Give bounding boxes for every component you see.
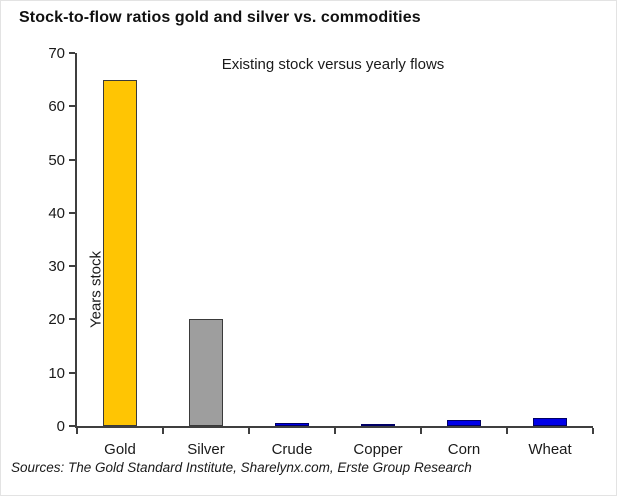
x-axis-tick	[420, 428, 422, 434]
x-category-label: Wheat	[528, 441, 572, 458]
y-axis-tick	[69, 105, 75, 108]
y-axis-tick	[69, 371, 75, 374]
x-axis-tick	[592, 428, 594, 434]
plot-area: Years stock 0 10 20 30 40 50 60 70 Gold Silver Cru…	[48, 46, 594, 458]
y-tick-label: 30	[48, 258, 65, 276]
y-tick-label: 20	[48, 311, 65, 329]
source-note: Sources: The Gold Standard Institute, Sh…	[11, 460, 472, 475]
bar-gold	[103, 80, 137, 426]
y-axis-tick	[69, 265, 75, 268]
bar-copper	[361, 424, 395, 426]
x-axis-tick	[248, 428, 250, 434]
x-axis-tick	[334, 428, 336, 434]
x-axis-tick	[506, 428, 508, 434]
y-tick-label: 70	[48, 45, 65, 62]
y-axis-tick	[69, 425, 75, 427]
bar-wheat	[533, 418, 567, 426]
y-axis-tick	[69, 52, 75, 54]
x-category-label: Crude	[271, 441, 313, 458]
x-axis-tick	[76, 428, 78, 434]
y-tick-label: 60	[48, 98, 65, 116]
y-tick-label: 0	[56, 418, 65, 435]
x-axis-tick	[162, 428, 164, 434]
y-axis-tick	[69, 211, 75, 214]
bar-silver	[189, 319, 223, 426]
x-category-label: Gold	[104, 441, 136, 458]
x-category-label: Corn	[447, 441, 481, 458]
x-category-label: Copper	[353, 441, 403, 458]
chart-title: Stock-to-flow ratios gold and silver vs.…	[19, 9, 421, 26]
y-tick-label: 50	[48, 151, 65, 169]
bar-corn	[447, 420, 481, 426]
chart-subtitle: Existing stock versus yearly flows	[221, 56, 445, 73]
y-axis-tick	[69, 158, 75, 161]
y-tick-label: 40	[48, 204, 65, 222]
bar-crude	[275, 423, 309, 426]
y-tick-label: 10	[48, 364, 65, 382]
y-axis-title: Years stock	[87, 251, 105, 328]
y-axis-tick	[69, 318, 75, 321]
x-category-label: Silver	[187, 441, 225, 458]
